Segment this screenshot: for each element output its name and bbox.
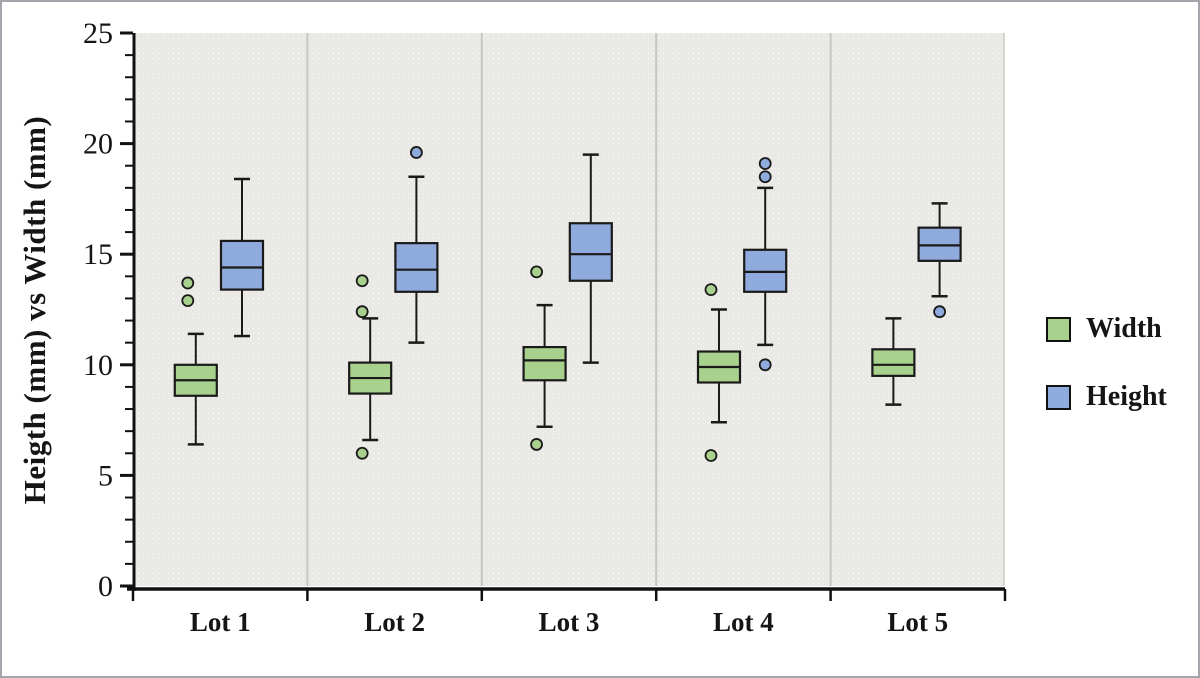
box-group-height-4	[743, 157, 788, 372]
x-category-label: Lot 1	[190, 607, 251, 637]
outlier-point	[355, 446, 369, 460]
y-tick-label: 20	[83, 128, 113, 161]
box-group-height-1	[219, 177, 265, 338]
x-category-label: Lot 5	[887, 607, 948, 637]
outlier-point	[181, 276, 195, 290]
y-tick-label: 0	[98, 570, 113, 603]
box-group-width-3	[522, 265, 567, 451]
box	[871, 348, 916, 377]
outlier-point	[704, 283, 718, 296]
box	[394, 242, 439, 293]
legend-item-width: Width	[1046, 313, 1167, 345]
outlier-point	[758, 157, 772, 170]
outlier-point	[704, 449, 718, 462]
legend-label-height: Height	[1086, 381, 1167, 412]
y-tick-label: 10	[83, 349, 113, 382]
x-category-label: Lot 3	[539, 607, 600, 637]
box	[917, 226, 962, 262]
box-group-width-4	[696, 283, 742, 462]
outlier-point	[933, 305, 946, 319]
box	[568, 222, 613, 282]
box	[743, 248, 788, 293]
outlier-point	[530, 265, 543, 279]
box-group-width-2	[348, 274, 393, 460]
box-group-width-5	[871, 317, 916, 406]
x-category-label: Lot 2	[364, 607, 425, 637]
outlier-point	[530, 438, 543, 451]
y-tick-label: 15	[83, 238, 113, 271]
plot-area	[133, 33, 1005, 586]
x-category-label: Lot 4	[713, 607, 774, 637]
y-tick-label: 25	[83, 17, 113, 50]
box-group-height-5	[917, 202, 962, 319]
outlier-point	[181, 294, 195, 308]
box	[219, 239, 265, 291]
legend-label-width: Width	[1086, 313, 1162, 344]
y-axis-title: Heigth (mm) vs Width (mm)	[17, 115, 52, 505]
box	[522, 346, 567, 382]
y-tick-label: 5	[98, 459, 113, 492]
outlier-point	[409, 146, 423, 159]
legend-item-height: Height	[1046, 381, 1167, 413]
width-legend-swatch-icon	[1046, 316, 1071, 342]
chart-legend: Width Height	[1046, 313, 1167, 413]
height-legend-swatch-icon	[1046, 384, 1071, 410]
outlier-point	[355, 274, 369, 288]
box-group-width-1	[173, 276, 218, 446]
outlier-point	[758, 170, 772, 184]
outlier-point	[355, 305, 369, 319]
box-group-height-2	[394, 146, 439, 344]
box-group-height-3	[568, 153, 613, 364]
outlier-point	[758, 358, 772, 372]
